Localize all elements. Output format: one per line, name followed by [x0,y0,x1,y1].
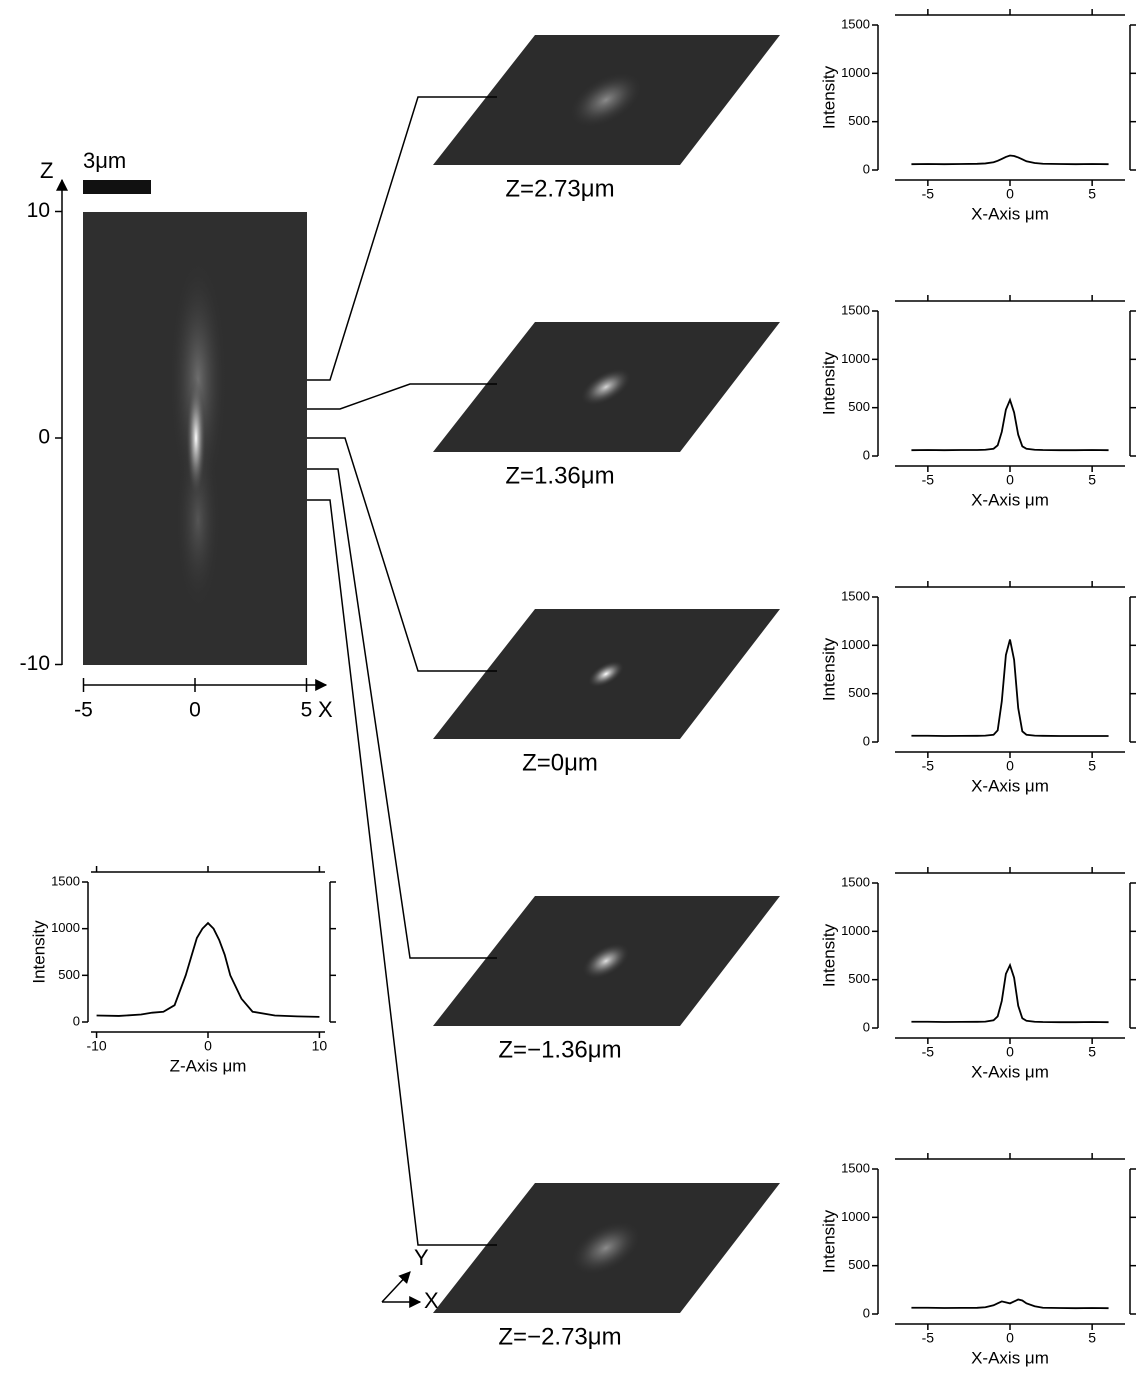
slice: Z=2.73μm [307,35,780,381]
x-tick-label: -10 [86,1038,106,1054]
slice-label: Z=2.73μm [505,175,614,202]
connector [307,468,497,959]
slice-label: Z=−1.36μm [498,1036,621,1063]
profile-line [911,397,1109,452]
profile-line [96,921,320,1018]
x-tick-label: -5 [922,472,935,488]
slice-label: Z=1.36μm [505,462,614,489]
x-tick-label: -5 [922,758,935,774]
y-axis-label: Intensity [819,351,838,415]
x-axis-label: X-Axis μm [971,204,1049,223]
x-tick-label: -5 [922,186,935,202]
z-tick-label: -10 [20,652,50,675]
connector [307,499,497,1246]
slice-label: Z=−2.73μm [498,1323,621,1350]
y-axis-label: Intensity [819,637,838,701]
orientation-axes: Y X [381,1245,439,1313]
y-tick-label: 1000 [841,923,870,938]
x-tick-label: 0 [1006,1044,1014,1060]
y-tick-label: 0 [73,1013,80,1028]
y-tick-label: 500 [58,967,80,982]
x-label: X [424,1288,439,1313]
slice-label: Z=0μm [522,749,598,776]
x-tick-label: -5 [74,699,93,722]
y-tick-label: 500 [848,685,870,700]
profile-line [911,1298,1109,1310]
x-tick-label: 10 [312,1038,328,1054]
slice-spot [587,660,625,688]
x-tick-label: 0 [1006,186,1014,202]
z-tick-label: 10 [27,199,50,222]
x-tick-label: 5 [301,699,313,722]
x-axis-label: X-Axis μm [971,1348,1049,1367]
y-tick-label: 1000 [51,920,80,935]
x-tick-label: 0 [189,699,201,722]
y-tick-label: 1500 [841,874,870,889]
y-tick-label: 1000 [841,637,870,652]
y-tick-label: 1500 [841,588,870,603]
slice: Z=−2.73μm [307,499,780,1350]
slice-spot [580,368,632,406]
z-tick-label: 0 [38,426,50,449]
y-tick-label: 1500 [51,873,80,888]
y-tick-label: 1000 [841,1209,870,1224]
y-axis-label: Intensity [29,920,48,984]
x-tick-label: 0 [1006,758,1014,774]
slice: Z=1.36μm [307,322,780,489]
y-tick-label: 1500 [841,16,870,31]
x-tick-label: 0 [204,1038,212,1054]
y-label: Y [414,1245,429,1270]
x-axis-label: Z-Axis μm [170,1056,247,1075]
y-tick-label: 1500 [841,302,870,317]
slice: Z=0μm [307,437,780,776]
x-tick-label: -5 [922,1330,935,1346]
x-tick-label: 5 [1088,472,1096,488]
x-tick-label: 5 [1088,758,1096,774]
y-tick-label: 500 [848,971,870,986]
slice-spot [569,72,643,128]
x-axis-label: X-Axis μm [971,490,1049,509]
y-tick-label: 0 [863,733,870,748]
x-tick-label: 5 [1088,1044,1096,1060]
connector [307,437,497,672]
profile-line [911,962,1109,1024]
x-tick-label: 5 [1088,186,1096,202]
slice: Z=−1.36μm [307,468,780,1063]
y-tick-label: 1500 [841,1160,870,1175]
x-axis-label: X-Axis μm [971,1062,1049,1081]
x-axis-label: X [318,697,333,722]
profile-line [911,154,1109,166]
x-tick-label: 0 [1006,472,1014,488]
scale-bar [83,180,151,194]
y-tick-label: 0 [863,1019,870,1034]
slice-spot [582,943,630,979]
y-tick-label: 500 [848,1257,870,1272]
z-axis-label: Z [40,158,53,183]
slice-spot [571,1221,641,1275]
x-tick-label: 5 [1088,1330,1096,1346]
y-tick-label: 1000 [841,65,870,80]
y-tick-label: 1000 [841,351,870,366]
y-axis-label: Intensity [819,1209,838,1273]
y-axis-label: Intensity [819,65,838,129]
y-tick-label: 0 [863,161,870,176]
y-axis-label: Intensity [819,923,838,987]
connector [307,383,497,410]
y-tick-label: 500 [848,399,870,414]
y-tick-label: 0 [863,447,870,462]
y-tick-label: 0 [863,1305,870,1320]
x-tick-label: 0 [1006,1330,1014,1346]
x-axis-label: X-Axis μm [971,776,1049,795]
xz-image [83,212,307,665]
scale-bar-label: 3μm [83,148,126,173]
connector [307,96,497,381]
x-tick-label: -5 [922,1044,935,1060]
y-tick-label: 500 [848,113,870,128]
profile-line [911,639,1109,737]
